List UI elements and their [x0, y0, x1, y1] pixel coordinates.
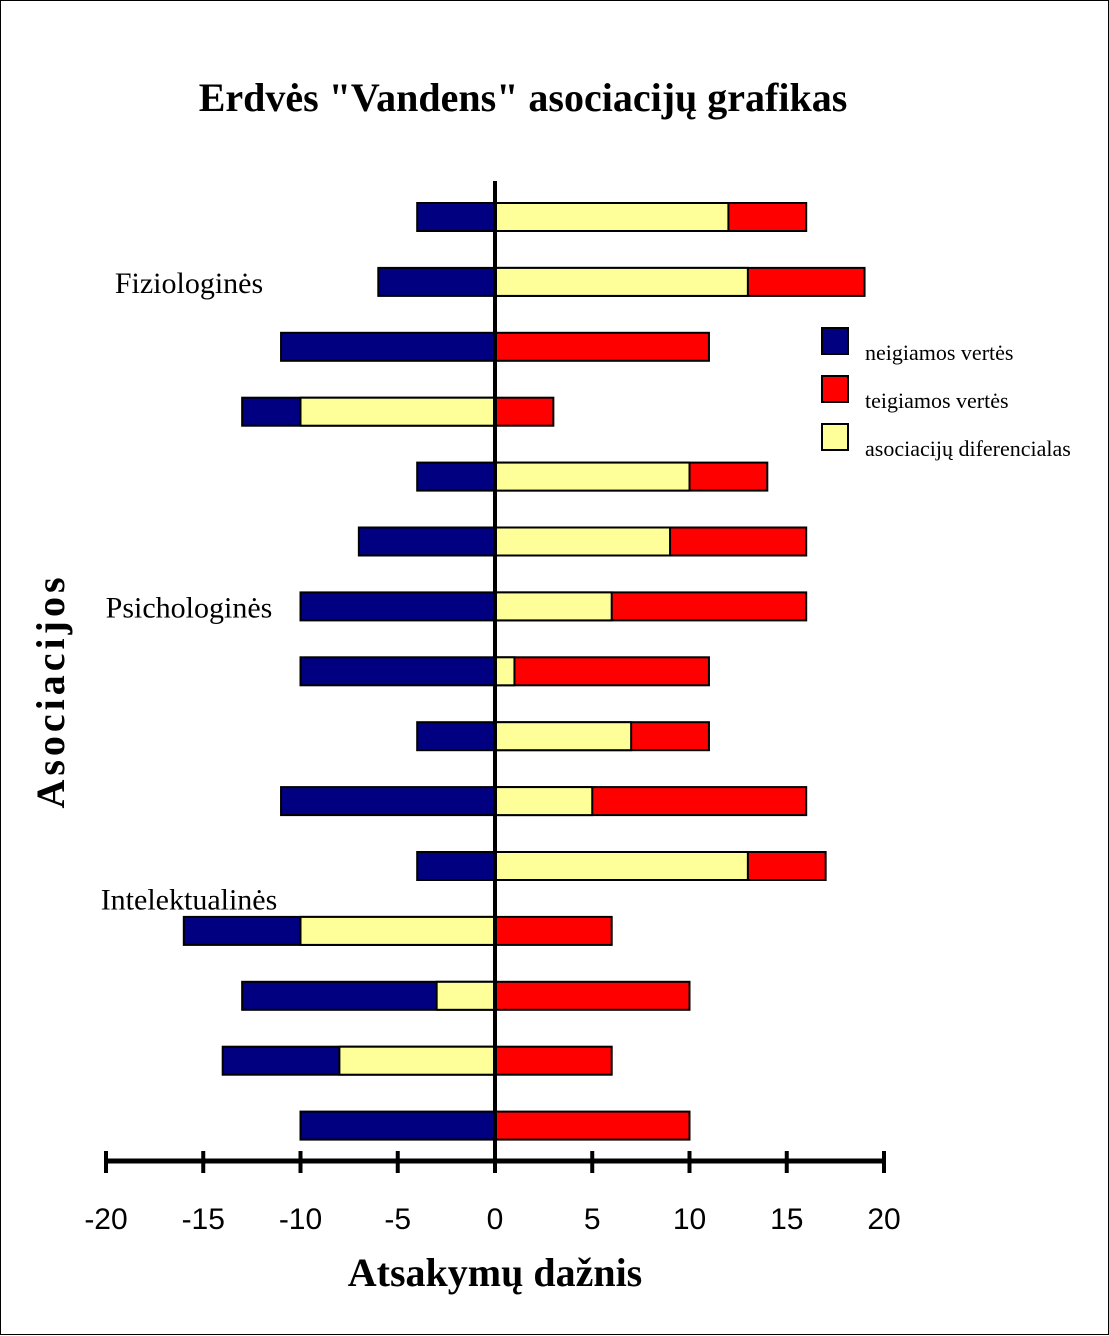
- bar-diferencialas-9: [494, 721, 633, 752]
- axis-layer: -20 -15 -10 -5 0 5 10 15 20: [84, 181, 901, 1236]
- bar-diferencialas-7: [494, 591, 613, 622]
- bar-diferencialas-6: [494, 526, 672, 557]
- group-label-2: Psichologinės: [106, 591, 273, 624]
- chart-title: Erdvės "Vandens" asociacijų grafikas: [199, 75, 848, 120]
- bar-diferencialas-4: [299, 396, 496, 427]
- y-axis-label: Asociacijos: [28, 573, 73, 808]
- bar-diferencialas-10: [494, 786, 594, 817]
- bar-diferencialas-11: [494, 851, 749, 881]
- x-tick-label-1: -20: [84, 1203, 127, 1236]
- bar-diferencialas-14: [338, 1045, 496, 1076]
- group-label-3: Intelektualinės: [101, 883, 278, 916]
- bar-teigiamos-14: [494, 1045, 613, 1076]
- bar-diferencialas-5: [494, 461, 691, 492]
- bar-neigiamos-2: [377, 266, 496, 297]
- bar-teigiamos-4: [494, 396, 555, 427]
- bar-neigiamos-7: [299, 591, 496, 622]
- legend: neigiamos vertės teigiamos vertės asociaci…: [821, 327, 1071, 461]
- bar-neigiamos-11: [416, 851, 497, 881]
- bar-neigiamos-1: [416, 202, 497, 232]
- legend-label-2: teigiamos vertės: [865, 388, 1009, 413]
- bar-teigiamos-3: [494, 331, 710, 362]
- bar-neigiamos-3: [280, 331, 496, 362]
- bar-neigiamos-9: [416, 721, 497, 752]
- bar-neigiamos-10: [280, 786, 496, 817]
- bar-teigiamos-13: [494, 980, 691, 1011]
- bar-teigiamos-12: [494, 915, 613, 946]
- x-tick-label-2: -15: [182, 1203, 225, 1236]
- group-labels: Fiziologinės Psichologinės Intelektualinės: [101, 267, 278, 917]
- x-tick-label-6: 5: [584, 1203, 601, 1236]
- bar-diferencialas-2: [494, 266, 749, 297]
- x-tick-label-7: 10: [673, 1203, 706, 1236]
- x-tick-label-9: 20: [867, 1203, 900, 1236]
- bar-diferencialas-13: [435, 980, 496, 1011]
- bars-layer: [182, 202, 866, 1141]
- bar-neigiamos-5: [416, 461, 497, 492]
- x-tick-label-5: 0: [487, 1203, 504, 1236]
- legend-label-1: neigiamos vertės: [865, 340, 1013, 365]
- legend-swatch-2: [821, 375, 849, 403]
- bar-diferencialas-1: [494, 202, 730, 232]
- bar-teigiamos-15: [494, 1110, 691, 1141]
- x-tick-label-8: 15: [770, 1203, 803, 1236]
- bar-teigiamos-8: [494, 656, 710, 687]
- x-axis-label: Atsakymų dažnis: [348, 1250, 643, 1295]
- bar-diferencialas-8: [494, 656, 516, 687]
- legend-swatch-3: [821, 423, 849, 451]
- legend-label-3: asociacijų diferencialas: [865, 436, 1071, 461]
- bar-diferencialas-12: [299, 915, 496, 946]
- bar-neigiamos-6: [357, 526, 496, 557]
- legend-swatch-1: [821, 327, 849, 355]
- x-tick-label-4: -5: [384, 1203, 411, 1236]
- x-tick-label-3: -10: [279, 1203, 322, 1236]
- bar-neigiamos-15: [299, 1110, 496, 1141]
- bar-neigiamos-8: [299, 656, 496, 687]
- group-label-1: Fiziologinės: [115, 267, 263, 300]
